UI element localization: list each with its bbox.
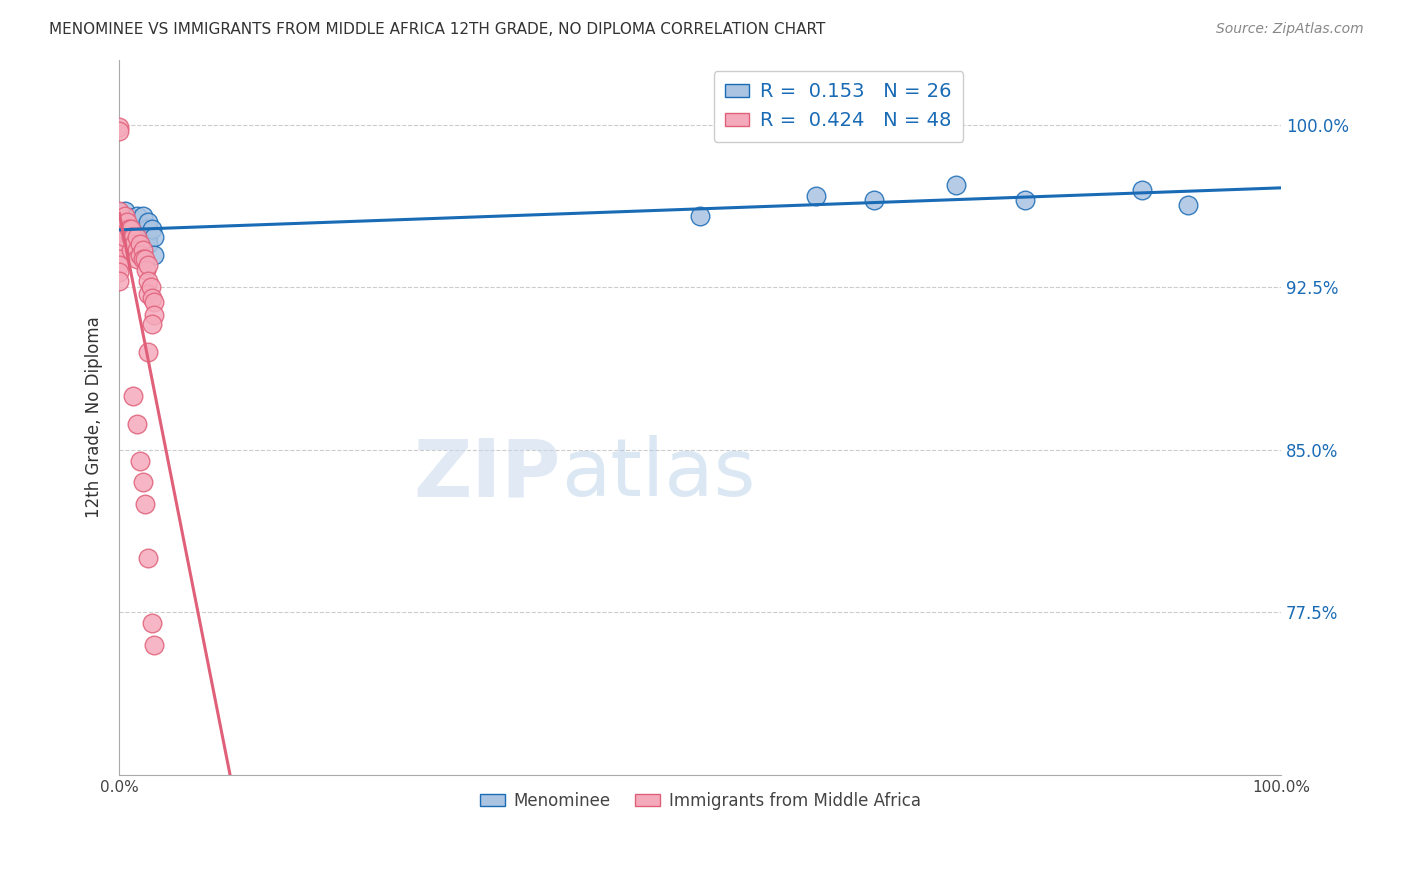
Point [136, 274, 159, 288]
Point [108, 236, 131, 251]
Point [124, 236, 146, 251]
Point [131, 244, 153, 258]
Point [863, 194, 886, 208]
Point [114, 230, 136, 244]
Point [131, 475, 153, 490]
Point [108, 215, 131, 229]
Point [108, 265, 131, 279]
Point [108, 204, 131, 219]
Point [108, 221, 131, 235]
Point [141, 616, 163, 631]
Point [114, 221, 136, 235]
Point [125, 244, 148, 258]
Point [129, 247, 152, 261]
Text: Source: ZipAtlas.com: Source: ZipAtlas.com [1216, 22, 1364, 37]
Point [122, 221, 145, 235]
Point [122, 388, 145, 402]
Point [128, 226, 150, 240]
Point [143, 295, 166, 310]
Point [117, 215, 139, 229]
Point [1130, 183, 1153, 197]
Point [114, 204, 136, 219]
Point [131, 209, 153, 223]
Point [143, 247, 166, 261]
Point [117, 215, 139, 229]
Point [141, 221, 163, 235]
Point [120, 221, 142, 235]
Point [122, 230, 145, 244]
Point [1014, 194, 1036, 208]
Point [108, 120, 131, 134]
Point [689, 209, 711, 223]
Point [806, 189, 828, 203]
Text: ZIP: ZIP [413, 435, 561, 514]
Point [108, 252, 131, 266]
Point [108, 124, 131, 138]
Point [129, 221, 152, 235]
Point [120, 230, 142, 244]
Point [136, 551, 159, 566]
Point [136, 286, 159, 301]
Point [139, 280, 162, 294]
Point [136, 236, 159, 251]
Point [125, 209, 148, 223]
Point [124, 230, 146, 244]
Point [136, 221, 159, 235]
Point [134, 230, 156, 244]
Point [131, 252, 153, 266]
Point [129, 453, 152, 467]
Point [108, 244, 131, 258]
Point [143, 638, 166, 652]
Point [108, 274, 131, 288]
Point [125, 252, 148, 266]
Point [117, 221, 139, 235]
Point [945, 178, 967, 193]
Y-axis label: 12th Grade, No Diploma: 12th Grade, No Diploma [86, 317, 103, 518]
Point [117, 221, 139, 235]
Point [1177, 198, 1199, 212]
Point [134, 497, 156, 511]
Point [125, 230, 148, 244]
Point [120, 244, 142, 258]
Point [125, 417, 148, 431]
Legend: Menominee, Immigrants from Middle Africa: Menominee, Immigrants from Middle Africa [472, 785, 927, 816]
Point [114, 209, 136, 223]
Point [129, 236, 152, 251]
Point [136, 259, 159, 273]
Point [108, 221, 131, 235]
Point [136, 215, 159, 229]
Point [108, 230, 131, 244]
Point [141, 317, 163, 331]
Text: atlas: atlas [561, 435, 755, 514]
Text: MENOMINEE VS IMMIGRANTS FROM MIDDLE AFRICA 12TH GRADE, NO DIPLOMA CORRELATION CH: MENOMINEE VS IMMIGRANTS FROM MIDDLE AFRI… [49, 22, 825, 37]
Point [143, 230, 166, 244]
Point [134, 252, 156, 266]
Point [135, 262, 157, 277]
Point [143, 309, 166, 323]
Point [136, 345, 159, 359]
Point [136, 230, 159, 244]
Point [141, 291, 163, 305]
Point [108, 259, 131, 273]
Point [120, 211, 142, 225]
